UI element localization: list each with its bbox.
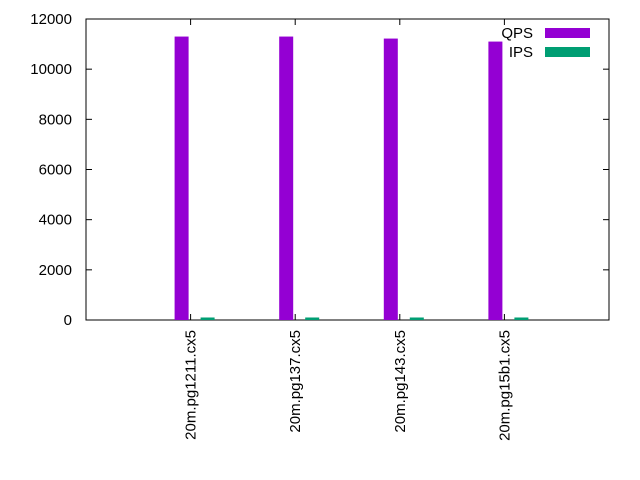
y-tick-label: 12000	[30, 11, 72, 28]
bar-ips	[200, 317, 215, 320]
y-axis: 0 2000 4000 6000 8000 10000 12000	[30, 11, 609, 329]
x-tick-label: 20m.pg143.cx5	[392, 330, 409, 433]
x-axis: 20m.pg1211.cx5 20m.pg137.cx5 20m.pg143.cx5…	[183, 19, 513, 441]
bar-qps	[174, 36, 189, 320]
legend-swatch-ips	[545, 47, 590, 57]
y-tick-label: 2000	[39, 262, 72, 279]
legend: QPS IPS	[501, 25, 590, 61]
legend-label-qps: QPS	[501, 25, 533, 42]
legend-swatch-qps	[545, 28, 590, 38]
y-tick-label: 10000	[30, 61, 72, 78]
y-tick-label: 8000	[39, 111, 72, 128]
plot-frame	[85, 18, 610, 321]
x-tick-label: 20m.pg1211.cx5	[183, 330, 200, 440]
x-tick-label: 20m.pg15b1.cx5	[496, 330, 513, 441]
legend-label-ips: IPS	[509, 44, 533, 61]
bar-ips	[409, 317, 424, 320]
bar-qps	[383, 38, 398, 320]
bars	[174, 36, 529, 320]
bar-ips	[305, 317, 320, 320]
y-tick-label: 0	[64, 312, 72, 329]
bar-qps	[488, 41, 503, 320]
y-tick-label: 4000	[39, 212, 72, 229]
bar-ips	[514, 317, 529, 320]
bar-qps	[279, 36, 294, 320]
y-tick-label: 6000	[39, 162, 72, 179]
x-tick-label: 20m.pg137.cx5	[287, 330, 304, 433]
